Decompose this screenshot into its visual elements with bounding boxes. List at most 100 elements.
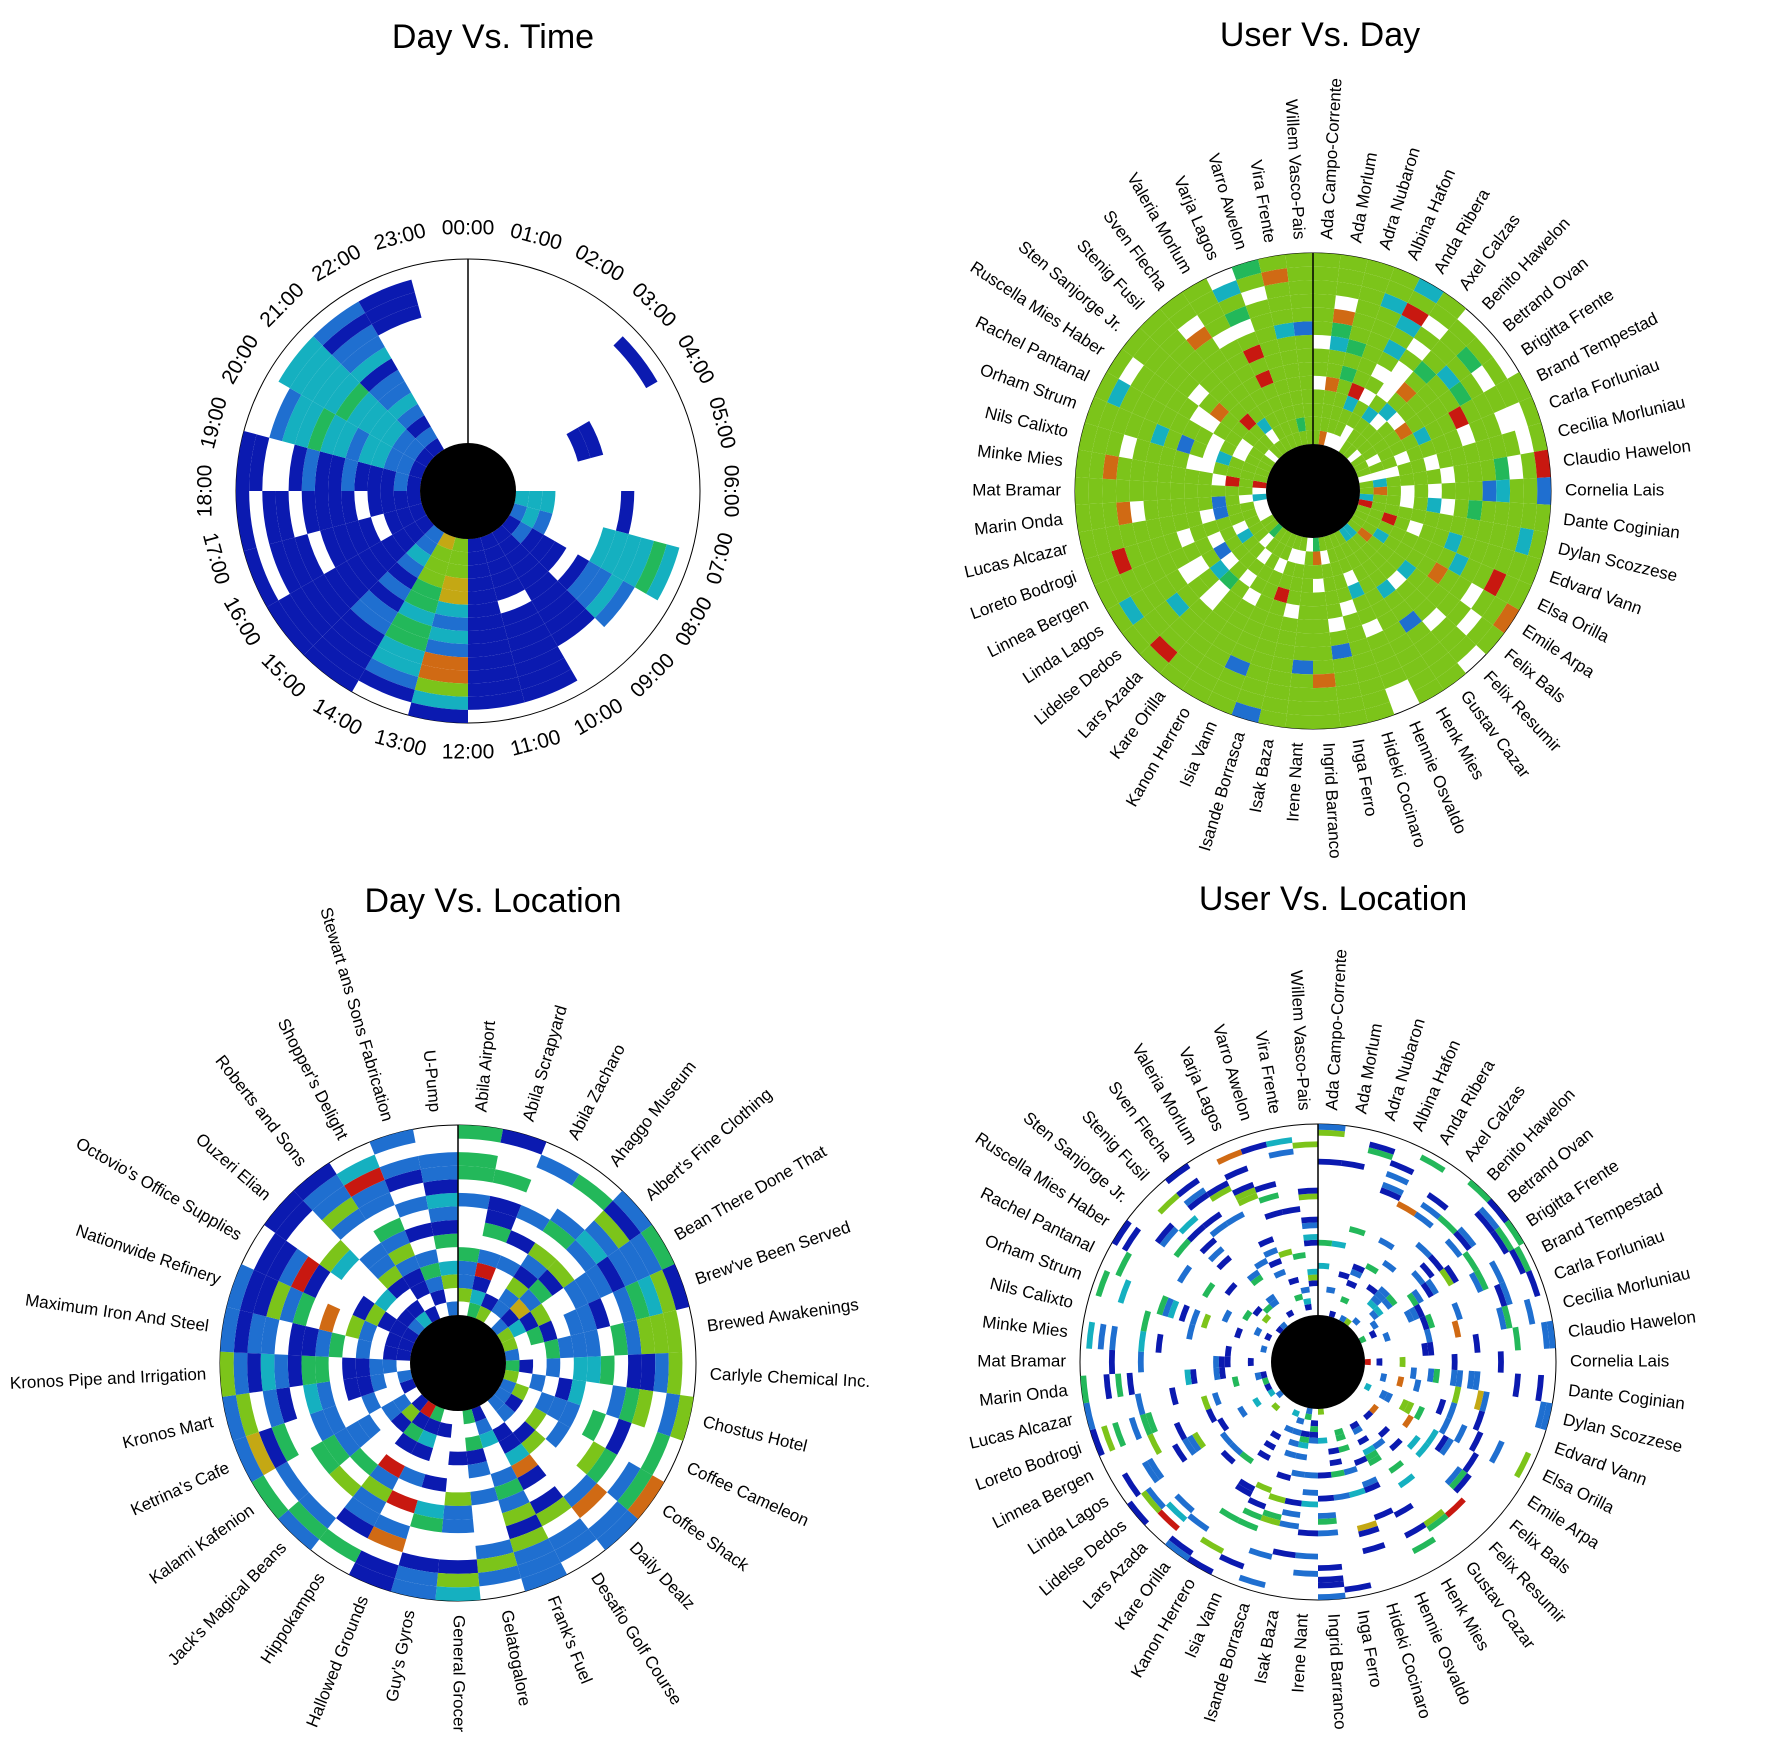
- heatmap-cell: [490, 1465, 518, 1488]
- heatmap-cell: [603, 1200, 641, 1241]
- heatmap-cell: [1145, 1411, 1158, 1434]
- heatmap-cell: [1323, 576, 1337, 592]
- heatmap-cell: [509, 1298, 531, 1320]
- heatmap-cell: [1370, 598, 1392, 619]
- heatmap-cell: [1368, 461, 1385, 474]
- heatmap-cell: [1249, 388, 1268, 407]
- heatmap-cell: [1334, 1427, 1344, 1436]
- heatmap-cell: [266, 1281, 291, 1320]
- heatmap-cell: [406, 415, 431, 439]
- angular-tick-label: Ada Campo-Corrente: [1317, 78, 1345, 240]
- heatmap-cell: [1165, 365, 1190, 390]
- heatmap-cell: [1389, 1437, 1403, 1452]
- heatmap-cell: [629, 1232, 663, 1276]
- heatmap-cell: [1182, 678, 1213, 704]
- heatmap-cell: [358, 547, 388, 581]
- heatmap-cell: [501, 515, 521, 535]
- heatmap-cell: [428, 1206, 458, 1223]
- heatmap-cell: [1476, 624, 1504, 655]
- heatmap-cell: [1295, 1552, 1318, 1560]
- heatmap-cell: [571, 1174, 613, 1211]
- heatmap-cell: [1182, 419, 1202, 440]
- heatmap-cell: [1234, 1187, 1257, 1202]
- heatmap-cell: [1250, 312, 1274, 332]
- heatmap-cell: [1273, 408, 1288, 425]
- heatmap-cell: [1413, 360, 1437, 384]
- heatmap-cell: [1351, 1317, 1361, 1326]
- heatmap-cell: [233, 1310, 254, 1353]
- heatmap-cell: [1318, 1581, 1345, 1589]
- heatmap-cell: [1286, 589, 1302, 606]
- heatmap-cell: [1373, 1507, 1394, 1521]
- heatmap-cell: [1184, 468, 1200, 485]
- heatmap-cell: [640, 1224, 675, 1270]
- heatmap-cell: [355, 1550, 399, 1579]
- heatmap-cell: [368, 1254, 396, 1280]
- heatmap-cell: [435, 600, 468, 618]
- heatmap-cell: [1292, 563, 1305, 579]
- heatmap-cell: [1198, 393, 1220, 415]
- heatmap-cell: [649, 1313, 669, 1354]
- angular-tick-label: 16:00: [219, 593, 265, 650]
- heatmap-cell: [1397, 506, 1414, 521]
- heatmap-cell: [1212, 632, 1237, 655]
- heatmap-cell: [615, 491, 635, 535]
- heatmap-cell: [374, 1288, 397, 1312]
- heatmap-cell: [468, 588, 498, 605]
- heatmap-cell: [1357, 357, 1377, 376]
- heatmap-cell: [505, 1276, 529, 1299]
- heatmap-cell: [1405, 548, 1425, 568]
- heatmap-cell: [1383, 621, 1407, 643]
- heatmap-cell: [1353, 417, 1370, 435]
- heatmap-cell: [586, 1356, 601, 1384]
- heatmap-cell: [260, 1353, 277, 1392]
- heatmap-cell: [1281, 1206, 1301, 1215]
- heatmap-cell: [1238, 486, 1253, 496]
- heatmap-cell: [586, 1448, 618, 1484]
- heatmap-cell: [1426, 584, 1450, 608]
- heatmap-cell: [1307, 1268, 1318, 1276]
- heatmap-cell: [1132, 438, 1151, 462]
- heatmap-cell: [1431, 527, 1450, 548]
- heatmap-cell: [1279, 1321, 1288, 1330]
- heatmap-cell: [1490, 1230, 1510, 1255]
- heatmap-cell: [1466, 337, 1493, 366]
- heatmap-cell: [253, 1275, 279, 1317]
- heatmap-cell: [1154, 381, 1177, 407]
- heatmap-cell: [384, 623, 429, 652]
- heatmap-cell: [491, 1318, 509, 1336]
- heatmap-cell: [1242, 344, 1265, 364]
- heatmap-cell: [1435, 1398, 1447, 1416]
- heatmap-cell: [1247, 1497, 1267, 1510]
- heatmap-cell: [350, 346, 392, 383]
- heatmap-cell: [1186, 326, 1213, 351]
- heatmap-cell: [1338, 408, 1353, 425]
- heatmap-cell: [1374, 1290, 1386, 1302]
- heatmap-cell: [359, 1242, 389, 1270]
- heatmap-cell: [226, 1264, 254, 1311]
- heatmap-cell: [424, 555, 449, 576]
- heatmap-cell: [1176, 1177, 1200, 1198]
- heatmap-cell: [1173, 1238, 1192, 1258]
- heatmap-cell: [1261, 382, 1279, 401]
- heatmap-cell: [1231, 421, 1250, 439]
- heatmap-cell: [508, 1319, 527, 1338]
- heatmap-cell: [1119, 569, 1143, 597]
- heatmap-cell: [1159, 626, 1187, 653]
- heatmap-cell: [369, 1129, 416, 1155]
- heatmap-cell: [1231, 543, 1250, 561]
- heatmap-cell: [1455, 1370, 1464, 1388]
- heatmap-cell: [348, 1562, 395, 1592]
- heatmap-cell: [1355, 299, 1381, 319]
- heatmap-cell: [1258, 1192, 1280, 1204]
- heatmap-cell: [415, 534, 438, 556]
- heatmap-cell: [1427, 1254, 1444, 1272]
- heatmap-cell: [1432, 1368, 1441, 1384]
- heatmap-cell: [1075, 449, 1093, 478]
- heatmap-cell: [1436, 513, 1454, 532]
- angular-tick-label: Nationwide Refinery: [73, 1221, 223, 1289]
- heatmap-cell: [1132, 520, 1151, 544]
- heatmap-cell: [1230, 383, 1250, 403]
- heatmap-cell: [1111, 547, 1133, 575]
- heatmap-cell: [1449, 1469, 1468, 1490]
